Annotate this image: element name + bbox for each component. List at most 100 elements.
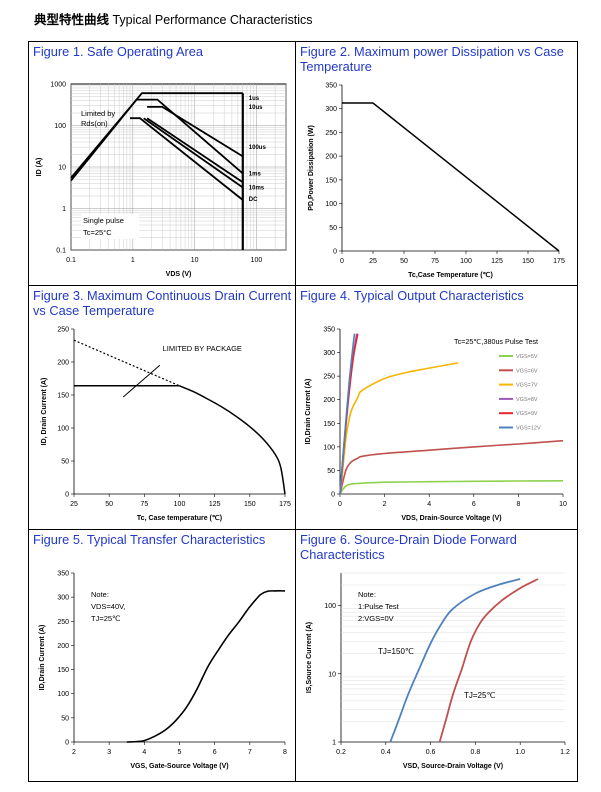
y-tick-label: 150 <box>57 393 69 400</box>
x-tick-label: 150 <box>522 258 534 265</box>
annotation-note: Note: <box>91 590 109 599</box>
y-tick-label: 50 <box>327 468 335 475</box>
x-tick-label: 5 <box>178 749 182 756</box>
figure-2-chart: 0 25 50 75 100 125 150 175 0 50 100 150 200 250 300 350… <box>308 83 565 280</box>
x-tick-label: 175 <box>279 501 291 508</box>
figure-3-panel: Figure 3. Maximum Continuous Drain Curre… <box>28 285 297 531</box>
series-label-10ms: 10ms <box>249 186 265 192</box>
series-line-package-curve <box>179 385 286 495</box>
figure-6-chart: 0.2 0.4 0.6 0.8 1.0 1.2 1 10 100 VSD, Source-Drai… <box>306 572 570 770</box>
x-tick-label: 100 <box>251 257 263 264</box>
y-tick-label: 50 <box>61 715 69 722</box>
y-tick-label: 150 <box>57 667 69 674</box>
y-tick-label: 0 <box>65 740 69 747</box>
x-tick-label: 125 <box>209 501 221 508</box>
x-tick-label: 2 <box>383 501 387 508</box>
figure-3-chart: 25 50 75 100 125 150 175 0 50 100 150 200 250 Tc, Cas… <box>41 327 291 523</box>
x-axis-label: Tc,Case Temperature (℃) <box>408 271 493 279</box>
figure-5-caption: Figure 5. Typical Transfer Characteristi… <box>33 532 266 547</box>
legend-label: VGS=6V <box>516 368 538 374</box>
x-tick-label: 6 <box>472 501 476 508</box>
y-tick-label: 10 <box>328 671 336 678</box>
y-tick-label: 250 <box>325 130 337 137</box>
y-axis-label: ID (A) <box>36 158 43 177</box>
x-tick-label: 175 <box>553 258 565 265</box>
y-tick-label: 250 <box>323 374 335 381</box>
y-tick-label: 150 <box>325 177 337 184</box>
y-tick-label: 300 <box>325 106 337 113</box>
figure-1-chart: 0.1 1 10 100 0.1 1 10 100 1000 VDS (V) ID (A) 1us 10… <box>36 82 287 278</box>
x-tick-label: 0.1 <box>66 257 76 264</box>
series-label-1ms: 1ms <box>249 171 262 177</box>
series-line-100us <box>147 106 244 158</box>
header-en: Typical Performance Characteristics <box>109 13 313 27</box>
y-tick-label: 350 <box>57 571 69 578</box>
annotation-bg <box>81 214 139 239</box>
y-tick-label: 0 <box>333 249 337 256</box>
y-tick-label: 150 <box>323 421 335 428</box>
annotation-limited: Limited by <box>81 109 115 118</box>
section-header: 典型特性曲线 Typical Performance Characteristi… <box>34 9 313 28</box>
series-label-1us: 1us <box>249 96 260 102</box>
series-line-silicon <box>73 339 180 387</box>
y-tick-label: 350 <box>325 83 337 90</box>
annotation-limited-by-package: LIMITED BY PACKAGE <box>163 344 242 353</box>
y-tick-label: 350 <box>323 327 335 334</box>
legend-label: VGS=7V <box>516 383 538 389</box>
x-tick-label: 1.2 <box>560 749 570 756</box>
series-line-vgs=12v <box>339 333 356 495</box>
y-tick-label: 100 <box>54 123 66 130</box>
y-tick-label: 300 <box>323 350 335 357</box>
x-tick-label: 50 <box>105 501 113 508</box>
annotation-single-pulse: Single pulse <box>83 216 124 225</box>
x-axis-label: VSD, Source-Drain Voltage (V) <box>403 763 503 770</box>
y-tick-label: 100 <box>57 691 69 698</box>
figure-1-caption: Figure 1. Safe Operating Area <box>33 44 204 59</box>
y-tick-label: 100 <box>57 426 69 433</box>
y-tick-label: 200 <box>323 397 335 404</box>
x-tick-label: 4 <box>427 501 431 508</box>
figure-2-caption: Figure 2. Maximum power Dissipation vs C… <box>300 44 564 74</box>
series-line-1us <box>70 92 243 179</box>
y-tick-label: 1000 <box>50 82 66 89</box>
y-tick-label: 100 <box>324 603 336 610</box>
figure-5-chart: 2 3 4 5 6 7 8 0 50 100 150 200 250 300 350 VGS, Gate-So… <box>39 571 287 771</box>
legend-label: VGS=12V <box>516 426 541 432</box>
y-tick-label: 1 <box>332 740 336 747</box>
x-tick-label: 75 <box>140 501 148 508</box>
x-tick-label: 0.8 <box>471 749 481 756</box>
annotation-vgs: 2:VGS=0V <box>358 614 394 623</box>
series-label-tj150: TJ=150℃ <box>378 647 414 656</box>
y-tick-label: 0 <box>331 492 335 499</box>
annotation-pulse-test: 1:Pulse Test <box>358 602 400 611</box>
series-label-DC: DC <box>249 197 258 203</box>
series-line-vgs=5v <box>339 480 564 495</box>
x-tick-label: 4 <box>142 749 146 756</box>
x-tick-label: 0.2 <box>336 749 346 756</box>
x-tick-label: 8 <box>516 501 520 508</box>
y-axis-label: ID,Drain Current (A) <box>39 625 46 691</box>
x-tick-label: 0.6 <box>426 749 436 756</box>
y-tick-label: 200 <box>57 360 69 367</box>
x-tick-label: 10 <box>559 501 567 508</box>
x-tick-label: 100 <box>174 501 186 508</box>
figure-4-caption: Figure 4. Typical Output Characteristics <box>300 288 524 303</box>
series-label-tj25: TJ=25℃ <box>464 691 495 700</box>
y-tick-label: 0 <box>65 492 69 499</box>
y-tick-label: 1 <box>62 206 66 213</box>
legend-label: VGS=9V <box>516 411 538 417</box>
figure-2-panel: Figure 2. Maximum power Dissipation vs C… <box>295 41 578 287</box>
figure-6-panel: Figure 6. Source-Drain Diode Forward Cha… <box>295 529 578 782</box>
series-line-pd <box>342 102 560 252</box>
series-line-10us <box>70 98 244 182</box>
annotation-tc: Tc=25°C <box>83 228 112 237</box>
y-axis-label: ID, Drain Current (A) <box>41 378 48 446</box>
y-tick-label: 50 <box>61 459 69 466</box>
series-line-tj150 <box>389 578 521 743</box>
annotation-vds: VDS=40V, <box>91 602 126 611</box>
y-axis-label: PD,Power Dissipation (W) <box>308 125 315 211</box>
y-tick-label: 50 <box>329 225 337 232</box>
series-line-vgs=7v <box>339 362 459 495</box>
figure-5-panel: Figure 5. Typical Transfer Characteristi… <box>28 529 297 782</box>
